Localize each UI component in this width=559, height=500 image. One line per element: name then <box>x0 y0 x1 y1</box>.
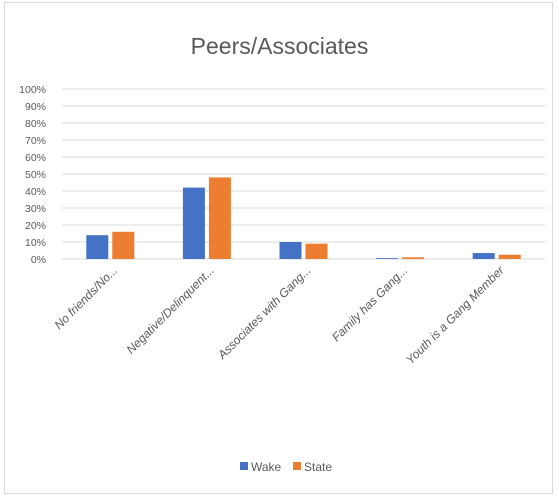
y-tick-label: 50% <box>25 169 46 181</box>
grid-layer <box>62 88 545 260</box>
bar-wake <box>182 187 205 259</box>
bar-wake <box>86 235 109 259</box>
category-label: No friends/No... <box>52 263 121 332</box>
y-tick-label: 60% <box>25 152 46 164</box>
legend-swatch <box>293 462 301 470</box>
y-tick-label: 0% <box>31 254 46 266</box>
bar-state <box>498 254 521 259</box>
category-label: Associates with Gang... <box>214 263 313 362</box>
bar-wake <box>279 242 302 259</box>
x-axis-categories: No friends/No... Negative/Delinquent...As… <box>52 263 508 367</box>
bar-state <box>305 243 328 259</box>
y-tick-label: 80% <box>25 118 46 130</box>
bar-wake <box>472 253 495 259</box>
category-label: Negative/Delinquent... <box>124 263 217 356</box>
bar-state <box>208 177 231 259</box>
legend-label: State <box>304 460 332 474</box>
y-tick-label: 90% <box>25 101 46 113</box>
y-tick-label: 10% <box>25 237 46 249</box>
legend-swatch <box>240 462 248 470</box>
bars-layer <box>86 177 521 259</box>
chart-title: Peers/Associates <box>190 33 369 59</box>
y-tick-label: 20% <box>25 220 46 232</box>
legend-label: Wake <box>251 460 282 474</box>
y-tick-label: 100% <box>19 84 46 96</box>
bar-wake <box>376 258 399 259</box>
category-label: Youth is a Gang Member <box>403 263 507 367</box>
bar-state <box>402 257 425 259</box>
category-label: Family has Gang... <box>329 263 410 344</box>
legend: Wake State <box>240 460 332 474</box>
y-tick-label: 70% <box>25 135 46 147</box>
y-axis-ticks: 0% 10% 20% 30% 40% 50% 60% 70% 80% 90% 100% <box>19 84 46 266</box>
y-tick-label: 30% <box>25 203 46 215</box>
bar-state <box>112 231 135 259</box>
y-tick-label: 40% <box>25 186 46 198</box>
